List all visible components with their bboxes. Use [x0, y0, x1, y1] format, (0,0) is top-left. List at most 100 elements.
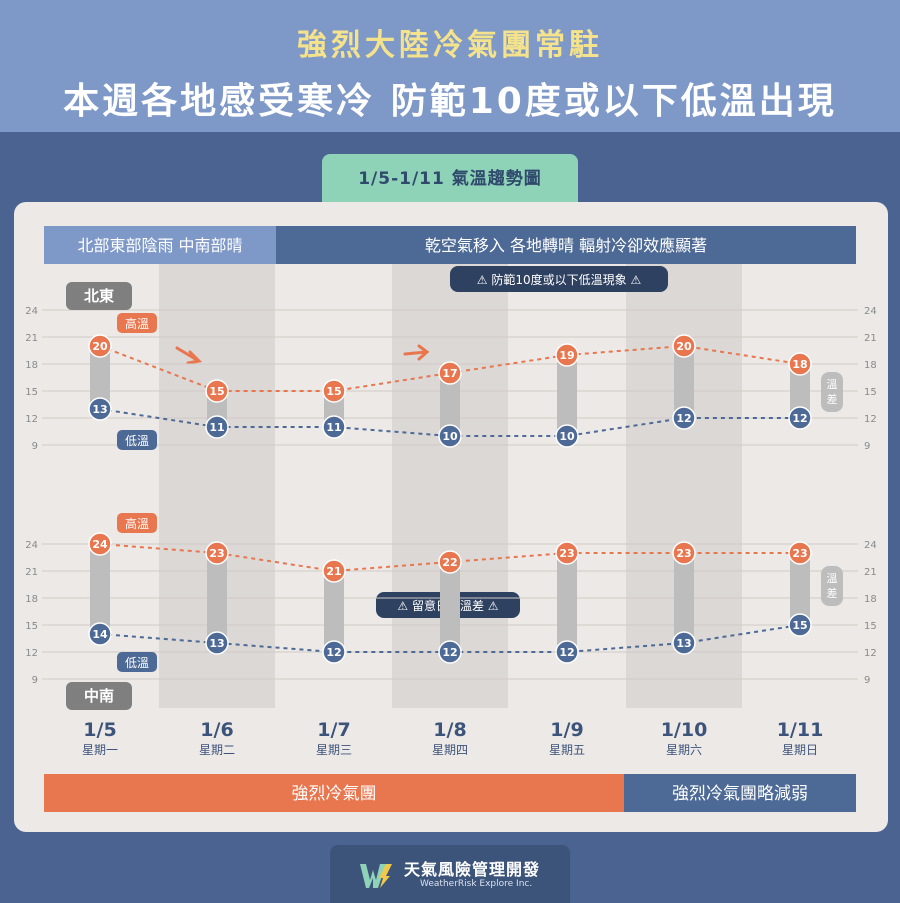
- low-temp-point: [788, 613, 812, 637]
- low-temp-point: [88, 622, 112, 646]
- y-tick-label: 12: [25, 648, 38, 659]
- high-temp-point: [555, 343, 579, 367]
- temp-range-bar: [790, 364, 810, 418]
- region-label-text: 北東: [84, 287, 114, 305]
- high-temp-value: 18: [792, 358, 807, 371]
- region-label: [66, 282, 132, 310]
- x-date-label: 1/5: [83, 719, 116, 741]
- weather-banner-right-text: 乾空氣移入 各地轉晴 輻射冷卻效應顯著: [425, 236, 707, 255]
- high-temp-value: 17: [442, 367, 457, 380]
- low-temp-point: [672, 406, 696, 430]
- x-weekday-label: 星期一: [82, 743, 118, 757]
- range-label-char: 溫: [827, 571, 838, 585]
- high-temp-value: 20: [676, 340, 692, 353]
- high-temp-point: [88, 334, 112, 358]
- low-temp-legend-text: 低溫: [125, 434, 149, 448]
- y-tick-label: 9: [32, 441, 38, 452]
- high-temp-value: 23: [792, 547, 807, 560]
- low-temp-warning: [450, 266, 668, 292]
- high-temp-point: [672, 334, 696, 358]
- low-temp-value: 14: [92, 628, 108, 641]
- high-temp-legend: [117, 513, 157, 533]
- y-tick-label: 21: [864, 567, 877, 578]
- low-temp-point: [438, 424, 462, 448]
- y-tick-label: 21: [864, 333, 877, 344]
- low-temp-value: 12: [676, 412, 691, 425]
- high-temp-legend: [117, 313, 157, 333]
- y-tick-label: 21: [25, 567, 38, 578]
- weather-banner-right: [276, 226, 856, 264]
- temp-range-bar: [440, 562, 460, 652]
- x-weekday-label: 星期四: [432, 743, 468, 757]
- temp-range-bar: [790, 553, 810, 625]
- temp-range-bar: [324, 571, 344, 652]
- x-weekday-label: 星期六: [666, 743, 702, 757]
- x-date-label: 1/10: [661, 719, 708, 741]
- region-label: [66, 682, 132, 710]
- low-temp-value: 11: [209, 421, 224, 434]
- temp-range-bar: [674, 553, 694, 643]
- airmass-strong-bar: [44, 774, 624, 812]
- low-temp-point: [322, 415, 346, 439]
- high-temp-value: 15: [326, 385, 341, 398]
- x-date-label: 1/9: [550, 719, 583, 741]
- low-temp-legend: [117, 652, 157, 672]
- high-temp-point: [672, 541, 696, 565]
- high-temp-point: [322, 559, 346, 583]
- y-tick-label: 9: [864, 441, 870, 452]
- high-temp-value: 23: [559, 547, 574, 560]
- high-temp-point: [205, 379, 229, 403]
- low-temp-value: 10: [559, 430, 575, 443]
- y-tick-label: 15: [25, 387, 38, 398]
- high-temp-value: 23: [676, 547, 691, 560]
- y-tick-label: 18: [25, 594, 38, 605]
- y-tick-label: 15: [25, 621, 38, 632]
- high-temp-point: [88, 532, 112, 556]
- low-temp-legend: [117, 430, 157, 450]
- low-temp-point: [205, 631, 229, 655]
- low-temp-value: 13: [209, 637, 224, 650]
- high-temp-value: 24: [92, 538, 108, 551]
- low-temp-point: [788, 406, 812, 430]
- y-tick-label: 12: [864, 648, 877, 659]
- high-temp-value: 21: [326, 565, 341, 578]
- low-temp-value: 10: [442, 430, 458, 443]
- y-tick-label: 21: [25, 333, 38, 344]
- low-temp-point: [438, 640, 462, 664]
- low-temp-value: 13: [676, 637, 691, 650]
- y-tick-label: 24: [25, 540, 38, 551]
- airmass-strong-text: 強烈冷氣團: [292, 784, 377, 804]
- low-temp-point: [555, 640, 579, 664]
- region-label-text: 中南: [84, 687, 114, 705]
- low-temp-value: 13: [92, 403, 107, 416]
- temperature-trend-chart: 北部東部陰雨 中南部晴 乾空氣移入 各地轉晴 輻射冷卻效應顯著 ⚠ 防範10度或以下…: [25, 226, 877, 812]
- title-line1: 強烈大陸冷氣團常駐: [297, 28, 603, 63]
- y-tick-label: 24: [864, 540, 877, 551]
- y-tick-label: 18: [25, 360, 38, 371]
- low-temp-point: [672, 631, 696, 655]
- y-tick-label: 24: [25, 306, 38, 317]
- range-label-char: 溫: [827, 377, 838, 391]
- chart-panel: 北部東部陰雨 中南部晴 乾空氣移入 各地轉晴 輻射冷卻效應顯著 ⚠ 防範10度或以下…: [14, 202, 888, 832]
- airmass-weak-text: 強烈冷氣團略減弱: [672, 784, 808, 804]
- x-weekday-label: 星期三: [316, 743, 352, 757]
- high-temp-legend-text: 高溫: [125, 316, 149, 331]
- low-temp-point: [555, 424, 579, 448]
- high-temp-point: [788, 352, 812, 376]
- low-temp-legend-text: 低溫: [125, 656, 149, 670]
- x-date-label: 1/11: [777, 719, 824, 741]
- x-weekday-label: 星期五: [549, 743, 585, 757]
- low-temp-value: 11: [326, 421, 341, 434]
- y-tick-label: 12: [25, 414, 38, 425]
- high-temp-point: [555, 541, 579, 565]
- low-temp-value: 12: [326, 646, 341, 659]
- range-label-badge: [821, 566, 843, 606]
- high-temp-legend-text: 高溫: [125, 516, 149, 531]
- chart-title-tab: 1/5-1/11 氣溫趨勢圖: [322, 154, 578, 204]
- low-temp-point: [205, 415, 229, 439]
- high-temp-value: 15: [209, 385, 224, 398]
- low-temp-value: 15: [792, 619, 807, 632]
- high-temp-point: [438, 361, 462, 385]
- weather-banner-left: [44, 226, 276, 264]
- high-temp-value: 23: [209, 547, 224, 560]
